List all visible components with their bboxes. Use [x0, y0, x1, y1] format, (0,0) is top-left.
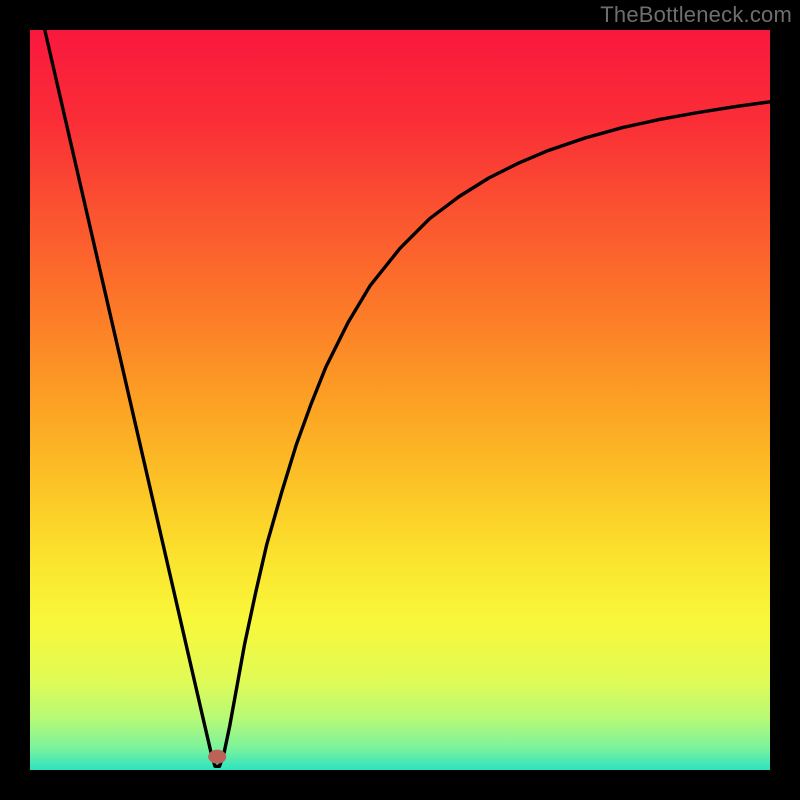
- plot-area: [30, 30, 770, 770]
- bottleneck-curve: [45, 30, 770, 766]
- minimum-marker: [208, 750, 226, 764]
- watermark-text: TheBottleneck.com: [600, 2, 792, 28]
- chart-frame: TheBottleneck.com: [0, 0, 800, 800]
- curve-layer: [30, 30, 770, 770]
